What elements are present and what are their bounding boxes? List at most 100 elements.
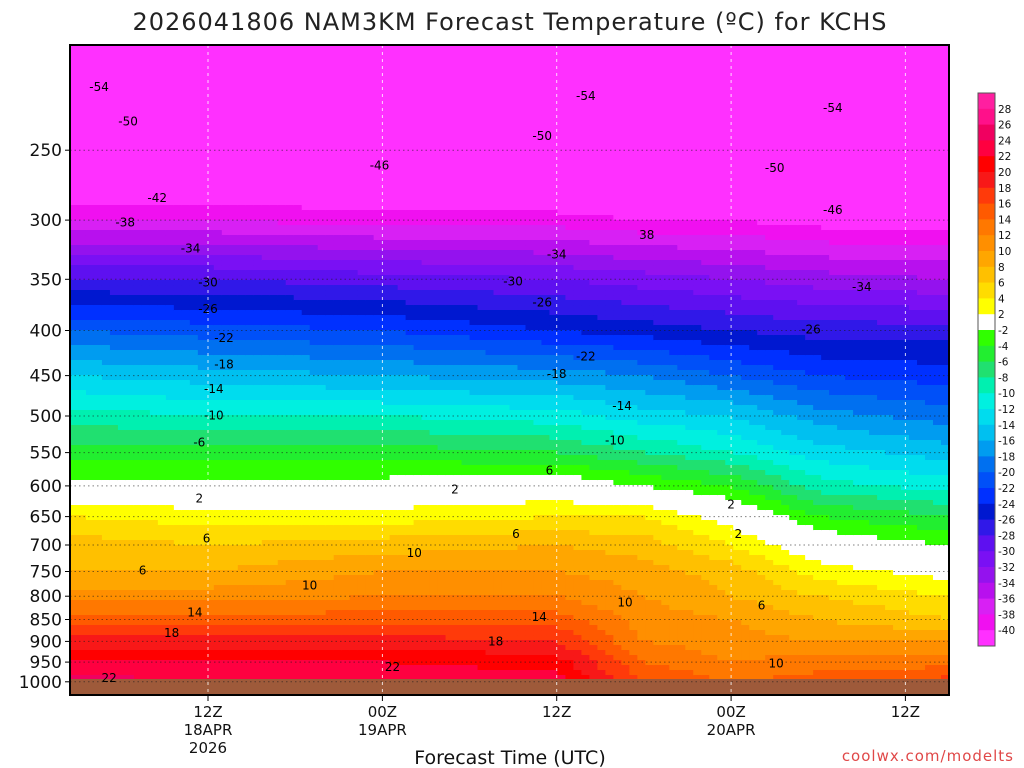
field-cell (173, 435, 183, 441)
field-cell (245, 525, 255, 531)
field-cell (317, 575, 327, 581)
field-cell (125, 535, 135, 541)
field-cell (117, 650, 127, 656)
field-cell (77, 130, 87, 136)
field-cell (125, 500, 135, 506)
field-cell (237, 300, 247, 306)
field-cell (229, 245, 239, 251)
field-cell (173, 555, 183, 561)
field-cell (229, 145, 239, 151)
field-cell (205, 445, 215, 451)
field-cell (117, 570, 127, 576)
field-cell (237, 395, 247, 401)
field-cell (213, 365, 223, 371)
field-cell (269, 185, 279, 191)
field-cell (285, 265, 295, 271)
field-cell (333, 280, 343, 286)
field-cell (229, 565, 239, 571)
field-cell (133, 490, 143, 496)
field-cell (77, 325, 87, 331)
field-cell (93, 335, 103, 341)
field-cell (197, 475, 207, 481)
field-cell (70, 430, 79, 436)
field-cell (93, 590, 103, 596)
field-cell (365, 655, 375, 661)
field-cell (173, 235, 183, 241)
field-cell (93, 175, 103, 181)
field-cell (117, 530, 127, 536)
field-cell (181, 310, 191, 316)
field-cell (309, 655, 319, 661)
field-cell (101, 340, 111, 346)
field-cell (189, 140, 199, 146)
field-cell (125, 540, 135, 546)
field-cell (261, 210, 271, 216)
field-cell (189, 455, 199, 461)
field-cell (245, 505, 255, 511)
field-cell (301, 145, 311, 151)
field-cell (205, 475, 215, 481)
field-cell (205, 125, 215, 131)
field-cell (309, 650, 319, 656)
field-cell (189, 260, 199, 266)
field-cell (293, 630, 303, 636)
field-cell (181, 215, 191, 221)
field-cell (325, 535, 335, 541)
field-cell (309, 170, 319, 176)
field-cell (173, 320, 183, 326)
field-cell (357, 390, 367, 396)
field-cell (333, 95, 343, 101)
field-cell (253, 440, 263, 446)
field-cell (269, 555, 279, 561)
field-cell (357, 450, 367, 456)
field-cell (173, 465, 183, 471)
field-cell (301, 50, 311, 56)
field-cell (149, 475, 159, 481)
field-cell (133, 345, 143, 351)
field-cell (70, 445, 79, 451)
field-cell (93, 455, 103, 461)
field-cell (85, 160, 95, 166)
field-cell (237, 495, 247, 501)
field-cell (373, 115, 383, 121)
field-cell (93, 320, 103, 326)
field-cell (325, 630, 335, 636)
field-cell (93, 355, 103, 361)
field-cell (70, 665, 79, 671)
field-cell (141, 410, 151, 416)
field-cell (277, 305, 287, 311)
field-cell (181, 565, 191, 571)
field-cell (285, 385, 295, 391)
field-cell (197, 75, 207, 81)
field-cell (101, 110, 111, 116)
field-cell (269, 160, 279, 166)
field-cell (93, 295, 103, 301)
field-cell (141, 605, 151, 611)
field-cell (341, 145, 351, 151)
field-cell (365, 55, 375, 61)
field-cell (77, 210, 87, 216)
field-cell (325, 50, 335, 56)
field-cell (285, 275, 295, 281)
field-cell (133, 555, 143, 561)
field-cell (301, 520, 311, 526)
field-cell (253, 670, 263, 676)
field-cell (125, 315, 135, 321)
field-cell (133, 455, 143, 461)
field-cell (317, 460, 327, 466)
field-cell (141, 250, 151, 256)
field-cell (149, 575, 159, 581)
field-cell (261, 150, 271, 156)
field-cell (85, 135, 95, 141)
field-cell (101, 515, 111, 521)
field-cell (237, 330, 247, 336)
field-cell (125, 580, 135, 586)
field-cell (365, 280, 375, 286)
field-cell (70, 460, 79, 466)
field-cell (117, 365, 127, 371)
field-cell (93, 360, 103, 366)
field-cell (333, 325, 343, 331)
field-cell (341, 335, 351, 341)
field-cell (229, 75, 239, 81)
field-cell (221, 160, 231, 166)
